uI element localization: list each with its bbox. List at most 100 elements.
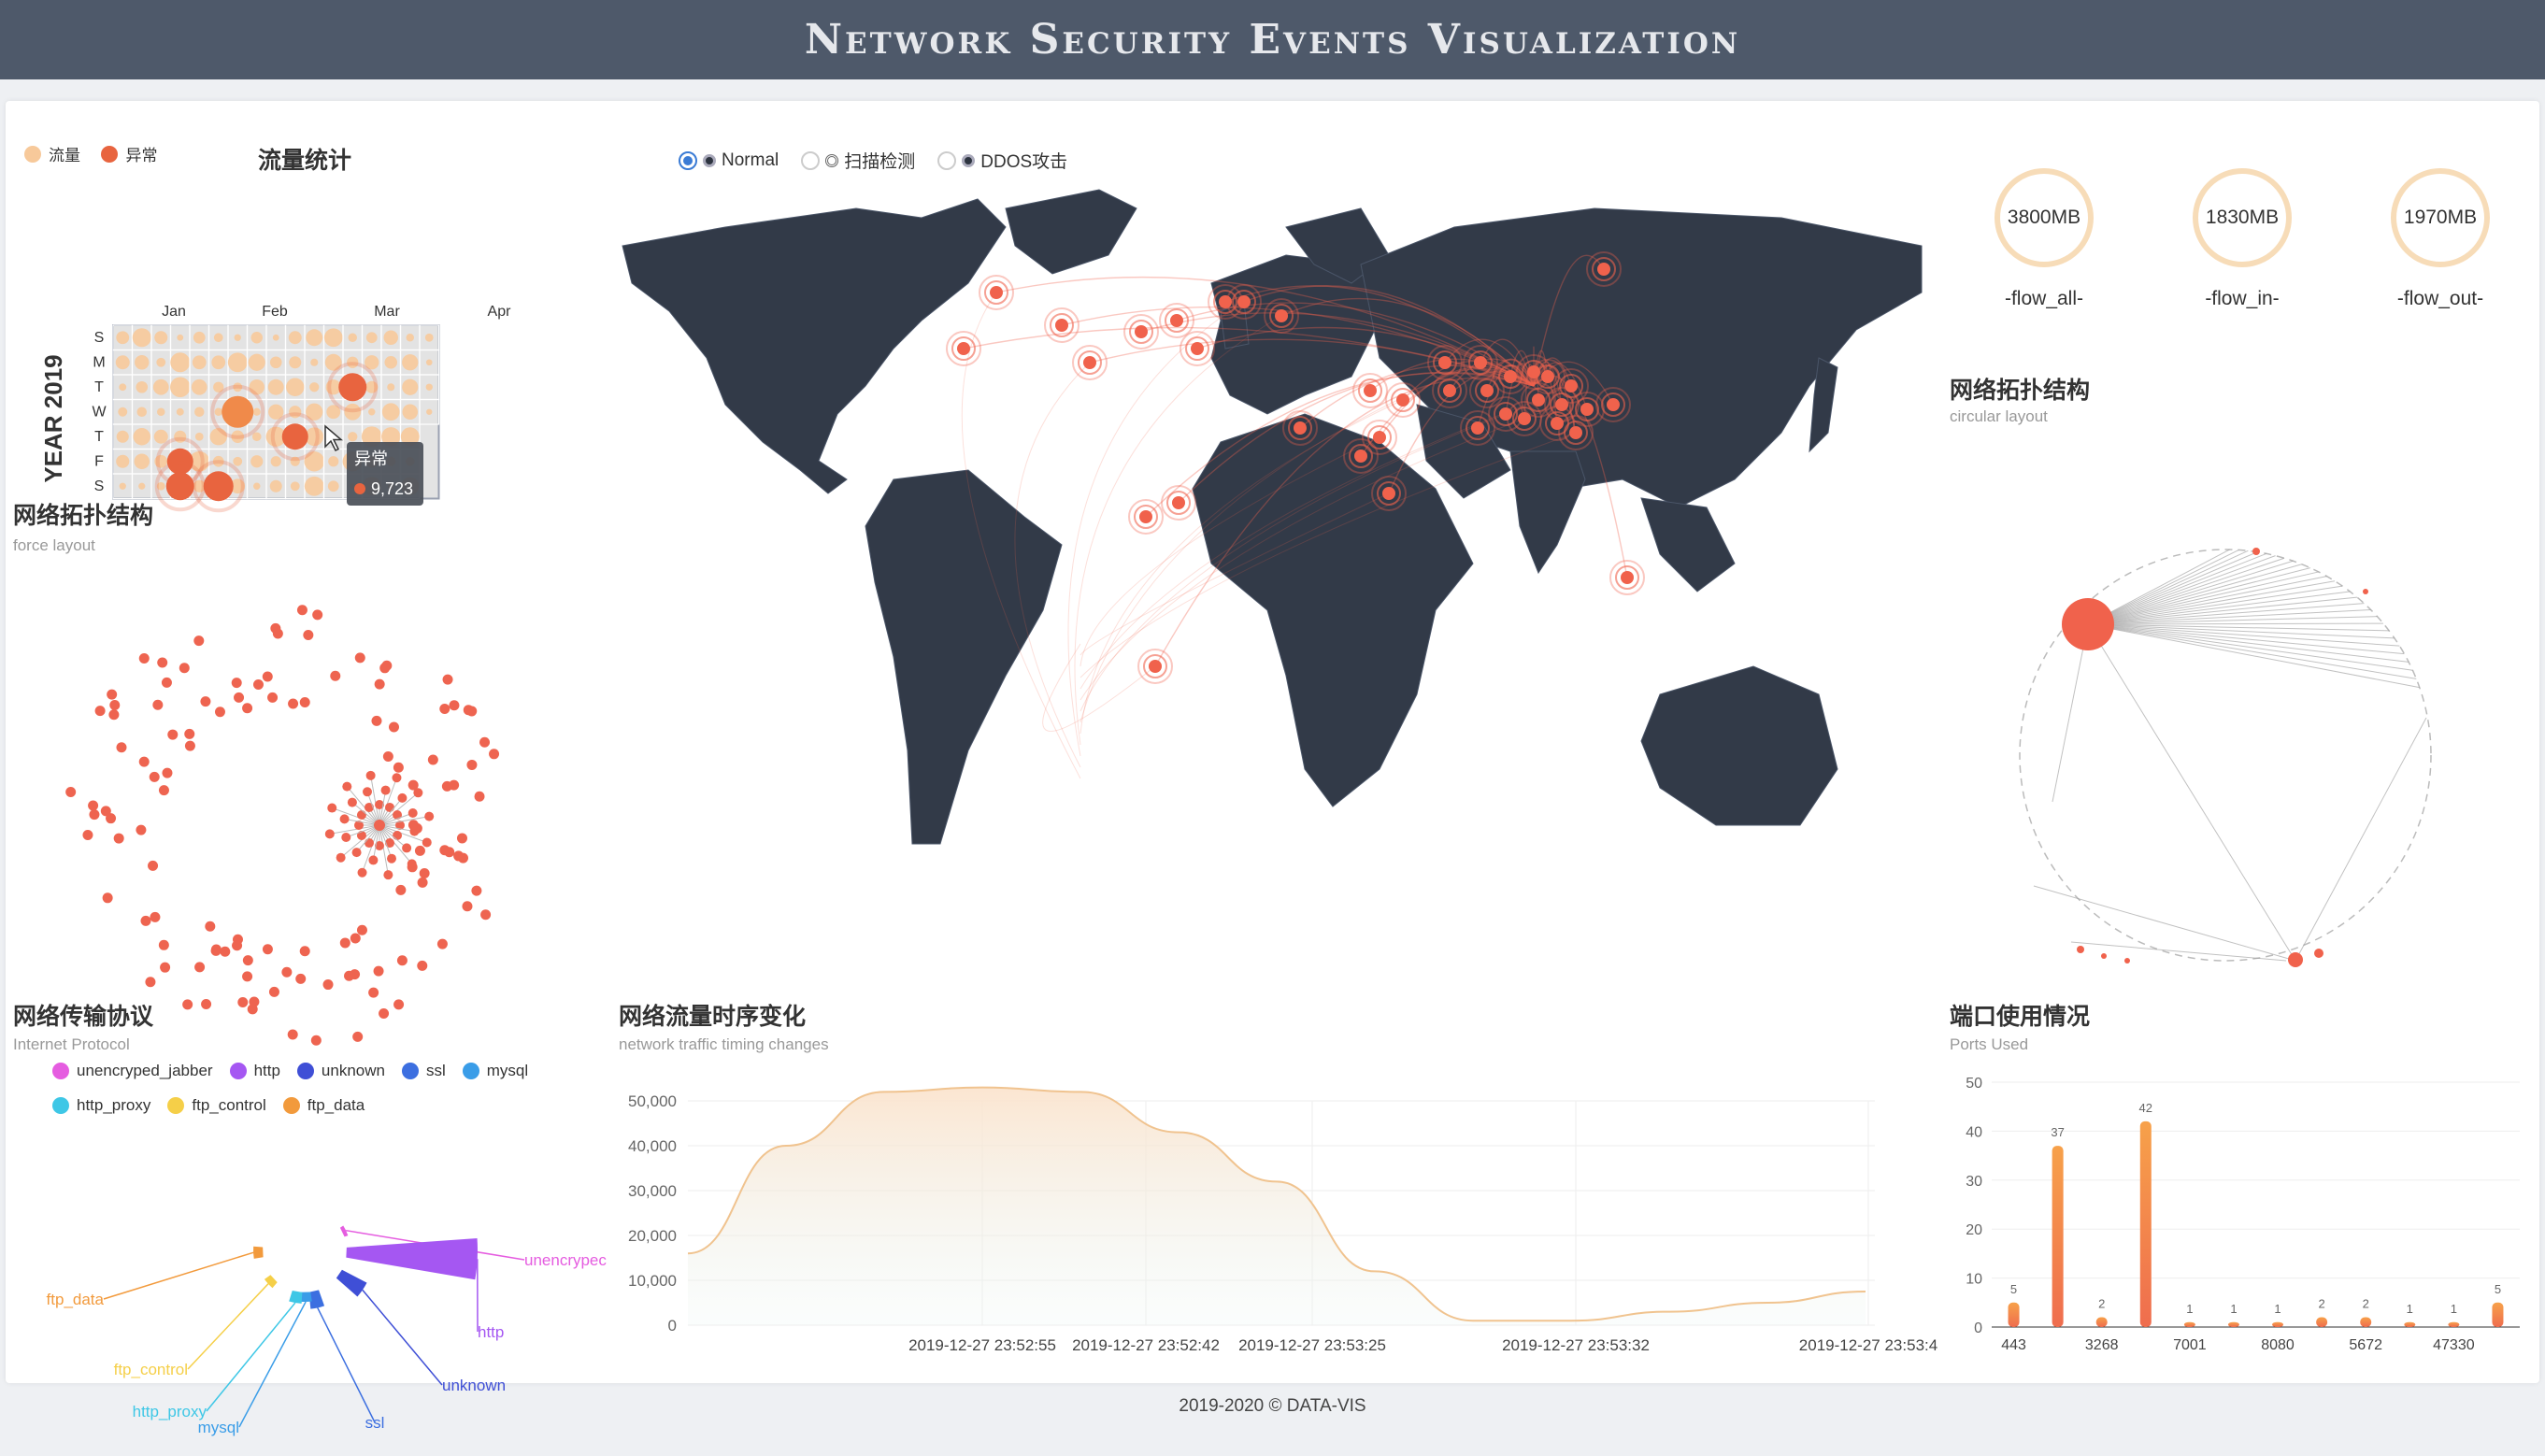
bar-value-label: 42	[2139, 1101, 2152, 1115]
flow-dot	[305, 477, 324, 496]
graph-node	[159, 940, 169, 950]
calendar-day-label: W	[92, 405, 107, 421]
protocol-legend-item[interactable]: ftp_data	[283, 1091, 365, 1121]
legend-item-anomaly[interactable]: 异常	[101, 142, 157, 165]
map-legend-normal[interactable]: Normal	[679, 148, 779, 173]
graph-node	[383, 870, 393, 879]
protocol-legend-item[interactable]: unknown	[297, 1056, 385, 1086]
traffic-area-chart[interactable]: 50,00040,00030,00020,00010,00002019-12-2…	[613, 1063, 1940, 1381]
graph-node	[95, 706, 106, 716]
calendar-day-label: F	[94, 454, 104, 470]
graph-node	[300, 697, 310, 707]
flow-dot	[407, 334, 414, 341]
legend-item-flow[interactable]: 流量	[24, 142, 80, 165]
graph-node	[269, 987, 279, 997]
flow-dot	[253, 408, 261, 416]
y-tick-label: 50,000	[628, 1092, 677, 1110]
graph-node	[393, 810, 402, 820]
protocol-legend-item[interactable]: unencryped_jabber	[52, 1056, 213, 1086]
legend-dot-icon	[463, 1063, 479, 1079]
event-point	[1275, 309, 1288, 322]
protocol-legend-item[interactable]: http_proxy	[52, 1091, 150, 1121]
legend-label: 异常	[125, 142, 157, 165]
y-tick-label: 10,000	[628, 1272, 677, 1290]
protocol-legend-item[interactable]: ftp_control	[167, 1091, 265, 1121]
legend-dot-icon	[402, 1063, 419, 1079]
flow-dot	[249, 354, 265, 371]
bar-value-label: 1	[2407, 1302, 2413, 1316]
force-topology-graph[interactable]	[62, 503, 548, 1063]
bar-value-label: 1	[2186, 1302, 2193, 1316]
protocols-subtitle: Internet Protocol	[13, 1035, 130, 1054]
event-point	[1396, 393, 1409, 407]
graph-node	[357, 810, 366, 820]
y-tick-label: 40,000	[628, 1137, 677, 1155]
flow-dot	[135, 355, 149, 369]
calendar-day-label: S	[94, 478, 105, 494]
flow-dot	[384, 331, 398, 345]
bar-value-label: 1	[2274, 1302, 2280, 1316]
flow-value: 3800MB	[2008, 207, 2080, 229]
graph-node	[159, 785, 169, 795]
slice-label: http	[478, 1323, 504, 1341]
flow-dot	[402, 404, 418, 420]
graph-node	[162, 768, 172, 778]
x-tick-label: 2019-12-27 23:52:55	[908, 1336, 1056, 1354]
legend-dot-icon	[283, 1097, 300, 1114]
flow-value: 1830MB	[2206, 207, 2279, 229]
graph-node	[2252, 548, 2260, 555]
flow-label: -flow_out-	[2366, 288, 2515, 310]
map-legend-scan[interactable]: 扫描检测	[801, 148, 915, 173]
protocol-legend-item[interactable]: http	[230, 1056, 280, 1086]
graph-node	[311, 1035, 322, 1046]
y-tick-label: 50	[1966, 1076, 1982, 1092]
circular-topology-graph[interactable]	[2015, 437, 2482, 998]
map-legend-ddos[interactable]: DDOS攻击	[937, 148, 1067, 173]
calendar-day-label: S	[94, 330, 105, 346]
graph-node	[148, 861, 158, 871]
world-map[interactable]	[613, 171, 1940, 965]
graph-node	[150, 772, 160, 782]
graph-node	[139, 757, 150, 767]
graph-node	[116, 742, 126, 752]
graph-node	[397, 793, 407, 803]
legend-dot-icon	[24, 146, 41, 163]
flow-dot	[426, 409, 432, 415]
graph-node	[368, 988, 379, 998]
event-point	[1597, 263, 1610, 276]
y-tick-label: 20,000	[628, 1227, 677, 1245]
graph-node	[385, 838, 394, 848]
graph-edge	[2088, 550, 2248, 624]
graph-node	[184, 729, 194, 739]
x-tick-label: 443	[2001, 1337, 2026, 1353]
graph-node	[393, 763, 404, 773]
legend-label: unencryped_jabber	[77, 1056, 213, 1086]
graph-node	[444, 847, 454, 857]
y-tick-label: 40	[1966, 1124, 1982, 1140]
graph-node	[157, 657, 167, 667]
radio-selected-icon	[679, 151, 697, 170]
slice-label: ftp_data	[47, 1291, 105, 1308]
port-bar	[2272, 1322, 2283, 1327]
slice-label-line	[104, 1252, 253, 1299]
anomaly-dot	[166, 472, 194, 500]
flow-dot	[136, 407, 147, 417]
flow-dot	[368, 408, 375, 415]
flow-dot	[156, 358, 165, 367]
protocol-legend-item[interactable]: ssl	[402, 1056, 446, 1086]
legend-label: ftp_control	[192, 1091, 265, 1121]
protocol-legend-item[interactable]: mysql	[463, 1056, 528, 1086]
graph-node	[253, 679, 264, 690]
flow-dot	[250, 455, 263, 467]
protocol-slice	[289, 1291, 302, 1304]
protocol-slice	[336, 1270, 367, 1297]
map-legend-label: Normal	[722, 150, 779, 171]
flow-dot	[215, 408, 222, 416]
flow-dot	[228, 352, 248, 372]
graph-node	[464, 705, 474, 715]
flow-dot	[153, 379, 169, 395]
graph-node	[366, 771, 376, 780]
